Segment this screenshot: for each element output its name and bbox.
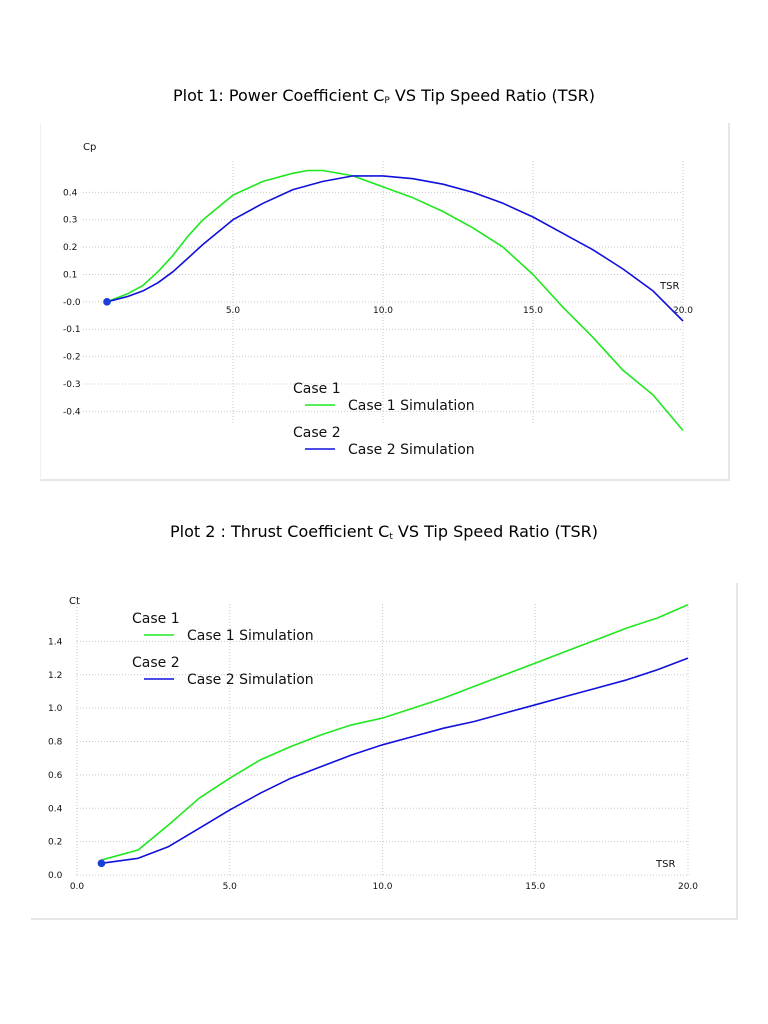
plot2-xtick-label: 0.0 (70, 882, 85, 892)
plot1-ytick-label: 0.3 (63, 216, 77, 226)
plot1-ytick-label: 0.1 (63, 270, 77, 280)
plot2-title: Plot 2 : Thrust Coefficient Ct VS Tip Sp… (0, 522, 768, 542)
plot2-legend-label-1: Case 1 Simulation (187, 628, 314, 644)
plot1-series-2-line (106, 175, 684, 322)
plot2-ytick-label: 0.2 (48, 838, 62, 848)
plot1-xtick-label: 20.0 (673, 306, 693, 316)
plot1-title-rest: VS Tip Speed Ratio (TSR) (389, 86, 595, 105)
plot1-legend-case-1: Case 1 (293, 381, 341, 397)
plot2-xtick-label: 20.0 (678, 882, 698, 892)
plot1-chart: 0.4 0.3 0.2 0.1 -0.0 -0.1 -0.2 -0.3 -0.4 5.0 10.0 1… (63, 142, 693, 458)
plot1-ytick-label: -0.0 (63, 298, 81, 308)
plot2-series-1-line (101, 603, 689, 861)
plot2-legend-case-1: Case 1 (132, 611, 180, 627)
plot2-xtick-label: 10.0 (372, 882, 392, 892)
plot1-ylabel: Cp (83, 142, 96, 153)
plot2-title-main: Plot 2 : Thrust Coefficient C (169, 522, 390, 541)
plot2-xtick-label: 15.0 (525, 882, 545, 892)
plot1-xtick-label: 15.0 (523, 306, 543, 316)
plot1-panel: 0.4 0.3 0.2 0.1 -0.0 -0.1 -0.2 -0.3 -0.4 5.0 10.0 1… (40, 123, 730, 481)
plot2-start-marker (97, 859, 106, 868)
plot2-legend-case-2: Case 2 (132, 655, 180, 671)
plot2-chart: 1.4 1.2 1.0 0.8 0.6 0.4 0.2 0.0 0.0 5.0 10.0 15.0 20… (48, 596, 698, 892)
plot2-ytick-label: 0.4 (48, 804, 63, 814)
plot2-title-sub: t (389, 532, 393, 542)
plot1-ytick-label: -0.4 (63, 407, 81, 417)
plot2-ytick-label: 1.2 (48, 671, 62, 681)
plot2-ylabel: Ct (69, 596, 80, 607)
plot2-ytick-label: 0.6 (48, 771, 63, 781)
plot1-start-marker (103, 298, 111, 306)
plot1-xtick-label: 5.0 (226, 306, 241, 316)
plot1-ytick-label: -0.3 (63, 380, 81, 390)
plot2-xlabel: TSR (655, 859, 675, 870)
plot1-series-1-line (106, 169, 684, 432)
plot1-ytick-label: 0.2 (63, 243, 77, 253)
plot1-title-sub: P (384, 96, 390, 106)
plot1-ytick-label: -0.2 (63, 353, 81, 363)
plot2-legend-label-2: Case 2 Simulation (187, 672, 314, 688)
plot1-xlabel: TSR (659, 281, 679, 292)
plot1-ytick-label: 0.4 (63, 188, 78, 198)
plot1-legend-label-2: Case 2 Simulation (348, 442, 475, 458)
plot2-series-2-line (101, 657, 689, 865)
plot1-title-main: Plot 1: Power Coefficient C (172, 86, 385, 105)
plot1-xtick-label: 10.0 (373, 306, 393, 316)
plot2-ytick-label: 1.0 (48, 704, 63, 714)
plot2-ytick-label: 1.4 (48, 637, 63, 647)
plot1-legend-case-2: Case 2 (293, 425, 341, 441)
plot2-ytick-label: 0.0 (48, 871, 63, 881)
plot2-panel: 1.4 1.2 1.0 0.8 0.6 0.4 0.2 0.0 0.0 5.0 10.0 15.0 20… (31, 583, 738, 920)
plot2-xtick-label: 5.0 (223, 882, 238, 892)
plot2-ytick-label: 0.8 (48, 738, 63, 748)
plot1-legend-label-1: Case 1 Simulation (348, 398, 475, 414)
plot1-ytick-label: -0.1 (63, 325, 81, 335)
plot2-title-rest: VS Tip Speed Ratio (TSR) (392, 522, 599, 541)
plot1-title: Plot 1: Power Coefficient CP VS Tip Spee… (0, 86, 768, 106)
